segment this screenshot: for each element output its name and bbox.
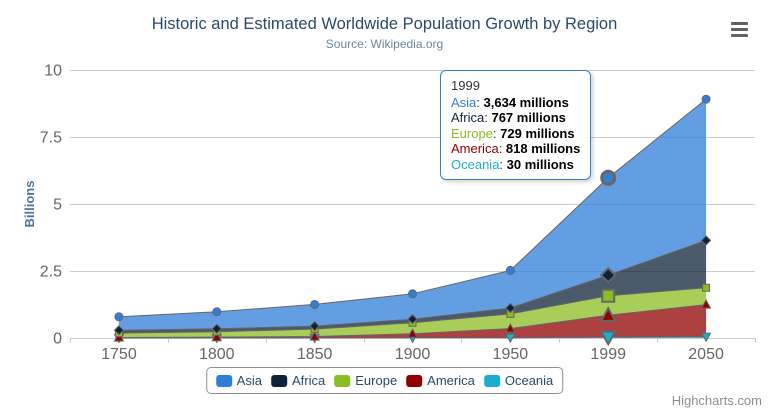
legend-item-asia[interactable]: Asia <box>215 373 263 388</box>
y-axis-label: 2.5 <box>40 264 62 281</box>
tooltip-series-value: 729 millions <box>500 125 575 141</box>
marker-america-1850[interactable] <box>309 330 320 341</box>
tooltip-row-oceania: Oceania: 30 millions <box>451 156 574 172</box>
legend-item-europe[interactable]: Europe <box>334 373 397 388</box>
tooltip-series-value: 767 millions <box>491 110 566 125</box>
x-axis-label: 1750 <box>101 346 137 363</box>
x-axis-label: 1999 <box>590 346 626 363</box>
tooltip-row-europe: Europe: 729 millions <box>451 125 575 141</box>
legend-item-oceania[interactable]: Oceania <box>483 373 554 388</box>
marker-oceania-2050[interactable] <box>700 332 712 343</box>
marker-africa-1750[interactable] <box>113 325 125 336</box>
y-axis-label: 5 <box>53 197 62 214</box>
marker-asia-2050[interactable] <box>701 94 711 104</box>
marker-america-1800[interactable] <box>211 331 223 342</box>
chart-subtitle: Source: Wikipedia.org <box>325 37 444 51</box>
legend-item-africa[interactable]: Africa <box>271 373 325 388</box>
x-axis-label: 1800 <box>199 346 235 363</box>
marker-asia-1750[interactable] <box>114 312 124 322</box>
marker-america-1950[interactable] <box>505 323 516 333</box>
legend-label: America <box>427 373 475 388</box>
y-axis-label: 10 <box>44 63 62 80</box>
tooltip-series-value: 3,634 millions <box>483 94 569 110</box>
marker-africa-1999[interactable] <box>599 266 617 284</box>
legend-label: Oceania <box>504 373 554 388</box>
menu-bar-icon <box>731 27 748 32</box>
marker-africa-1800[interactable] <box>211 323 222 335</box>
marker-europe-1999[interactable] <box>601 288 616 303</box>
x-axis-label: 1950 <box>493 346 529 363</box>
legend-symbol-icon <box>483 374 500 387</box>
area-america[interactable] <box>118 304 707 338</box>
legend-label: Europe <box>355 373 398 388</box>
x-axis-label: 1850 <box>297 346 333 363</box>
legend-symbol-icon <box>215 374 232 387</box>
tooltip-series-name: America <box>451 141 499 156</box>
marker-africa-1950[interactable] <box>505 302 516 314</box>
legend: Asia Africa Europe America Oceania <box>205 367 564 394</box>
y-axis-label: 7.5 <box>40 130 62 147</box>
marker-asia-1800[interactable] <box>212 307 222 317</box>
export-menu-button[interactable] <box>730 21 749 38</box>
tooltip-series-name: Asia <box>451 94 477 110</box>
marker-africa-2050[interactable] <box>700 235 712 246</box>
chart-title: Historic and Estimated Worldwide Populat… <box>151 15 618 33</box>
legend-item-america[interactable]: America <box>406 373 475 388</box>
tooltip-series-name: Africa <box>451 110 485 125</box>
y-axis-label: 0 <box>53 331 62 348</box>
tooltip-row-america: America: 818 millions <box>451 141 581 156</box>
credits-link[interactable]: Highcharts.com <box>671 393 762 408</box>
tooltip-row-africa: Africa: 767 millions <box>451 110 566 125</box>
legend-label: Asia <box>236 373 263 388</box>
menu-bar-icon <box>731 22 748 26</box>
tooltip-series-value: 30 millions <box>506 156 574 172</box>
marker-africa-1900[interactable] <box>407 313 418 325</box>
marker-africa-1850[interactable] <box>309 320 320 332</box>
marker-oceania-1950[interactable] <box>505 333 516 344</box>
legend-symbol-icon <box>406 374 423 387</box>
tooltip-row-asia: Asia: 3,634 millions <box>451 94 569 110</box>
marker-oceania-1999[interactable] <box>599 330 617 347</box>
marker-asia-1999[interactable] <box>600 169 617 186</box>
legend-label: Africa <box>292 373 326 388</box>
marker-america-1900[interactable] <box>407 328 418 338</box>
y-axis-title: Billions <box>22 181 37 228</box>
marker-asia-1900[interactable] <box>408 289 417 299</box>
marker-europe-2050[interactable] <box>702 283 711 292</box>
tooltip-series-value: 818 millions <box>505 141 581 156</box>
legend-symbol-icon <box>334 374 351 387</box>
legend-symbol-icon <box>271 374 288 387</box>
marker-asia-1850[interactable] <box>310 299 320 309</box>
x-axis-label: 1900 <box>395 346 431 363</box>
tooltip-series-name: Europe <box>451 125 493 141</box>
menu-bar-icon <box>731 33 748 37</box>
tooltip-series-name: Oceania <box>451 156 500 172</box>
x-axis-label: 2050 <box>688 346 724 363</box>
tooltip: 1999 Asia: 3,634 millions Africa: 767 mil… <box>440 70 592 180</box>
tooltip-header: 1999 <box>451 78 480 93</box>
area-africa[interactable] <box>118 240 707 334</box>
marker-asia-1950[interactable] <box>505 265 515 275</box>
area-asia[interactable] <box>118 99 707 331</box>
marker-america-2050[interactable] <box>700 299 712 309</box>
marker-america-1999[interactable] <box>599 306 617 322</box>
